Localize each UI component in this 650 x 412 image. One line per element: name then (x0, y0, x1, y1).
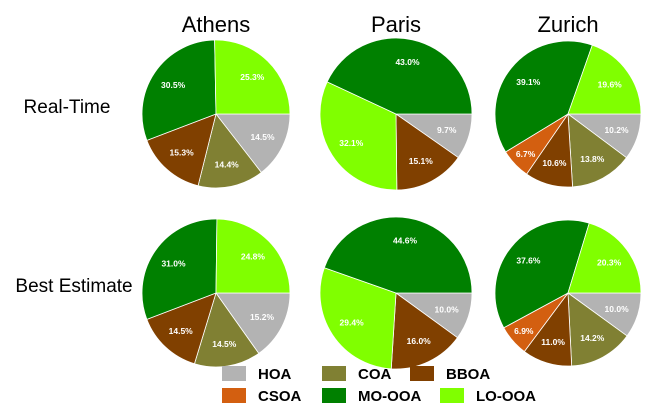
slice-label-mo-ooa: 37.6% (516, 256, 541, 266)
slice-bboa (146, 292, 217, 365)
slice-label-coa: 14.5% (212, 339, 237, 349)
slice-coa (567, 292, 628, 367)
legend: HOA COA BBOA CSOA MO-OOA LO-OOA (222, 366, 536, 405)
legend-swatch-csoa (222, 388, 246, 403)
slice-label-coa: 13.8% (580, 154, 605, 164)
column-title-athens: Athens (182, 12, 251, 37)
slice-label-mo-ooa: 43.0% (395, 57, 420, 67)
slice-coa (197, 113, 262, 189)
legend-item-csoa: CSOA (222, 388, 302, 405)
slice-label-coa: 14.4% (215, 160, 240, 170)
pies-group: 14.5% 14.4% 15.3% 30.5% 25.3% 9.7% 15.1% 32.1% 4… (141, 37, 642, 370)
slice-label-hoa: 15.2% (250, 312, 275, 322)
slice-mo-ooa (494, 40, 593, 153)
legend-item-mo-ooa: MO-OOA (322, 388, 421, 405)
slice-lo-ooa (214, 39, 291, 115)
slice-label-mo-ooa: 31.0% (161, 258, 186, 268)
slice-label-hoa: 10.0% (605, 304, 630, 314)
legend-label-bboa: BBOA (446, 366, 490, 383)
slice-bboa (146, 113, 217, 187)
slice-label-bboa: 15.3% (170, 148, 195, 158)
slice-label-hoa: 14.5% (250, 132, 275, 142)
slice-label-mo-ooa: 30.5% (161, 80, 186, 90)
slice-lo-ooa (215, 218, 291, 294)
slice-coa (567, 113, 628, 188)
slice-mo-ooa (326, 37, 473, 115)
legend-swatch-mo-ooa (322, 388, 346, 403)
row-label-real-time: Real-Time (24, 97, 111, 118)
slice-hoa (215, 113, 291, 174)
slice-label-lo-ooa: 32.1% (339, 138, 364, 148)
slice-label-bboa: 10.6% (542, 158, 567, 168)
legend-swatch-lo-ooa (440, 388, 464, 403)
legend-label-hoa: HOA (258, 366, 292, 383)
slice-label-bboa: 11.0% (541, 337, 565, 347)
slice-label-csoa: 6.9% (514, 326, 534, 336)
slice-label-hoa: 9.7% (437, 125, 457, 135)
slice-label-bboa: 15.1% (409, 156, 434, 166)
legend-swatch-bboa (410, 366, 434, 381)
slice-label-lo-ooa: 24.8% (241, 252, 266, 262)
pie-real-time-zurich: 10.2% 13.8% 10.6% 6.7% 39.1% 19.6% (494, 40, 642, 188)
pie-best-estimate-athens: 15.2% 14.5% 14.5% 31.0% 24.8% (141, 218, 291, 368)
pie-real-time-paris: 9.7% 15.1% 32.1% 43.0% (319, 37, 473, 191)
column-title-zurich: Zurich (537, 12, 598, 37)
legend-label-csoa: CSOA (258, 388, 302, 405)
slice-label-coa: 14.2% (580, 333, 605, 343)
legend-item-hoa: HOA (222, 366, 292, 383)
slice-label-hoa: 10.0% (435, 304, 460, 314)
legend-item-bboa: BBOA (410, 366, 490, 383)
slice-mo-ooa (323, 216, 473, 294)
legend-swatch-hoa (222, 366, 246, 381)
slice-lo-ooa (319, 81, 398, 191)
slice-bboa (395, 113, 459, 191)
slice-label-mo-ooa: 39.1% (516, 77, 541, 87)
slice-label-bboa: 14.5% (169, 326, 194, 336)
legend-label-coa: COA (358, 366, 392, 383)
slice-label-lo-ooa: 19.6% (598, 80, 623, 90)
slice-hoa (215, 292, 291, 354)
legend-swatch-coa (322, 366, 346, 381)
column-title-paris: Paris (371, 12, 421, 37)
slice-label-csoa: 6.7% (516, 149, 536, 159)
slice-label-mo-ooa: 44.6% (393, 236, 418, 246)
slice-label-lo-ooa: 29.4% (340, 317, 365, 327)
pie-best-estimate-zurich: 10.0% 14.2% 11.0% 6.9% 37.6% 20.3% (494, 219, 642, 367)
slice-label-hoa: 10.2% (604, 125, 629, 135)
row-label-best-estimate: Best Estimate (15, 276, 132, 297)
slice-lo-ooa (319, 267, 397, 370)
slice-lo-ooa (567, 222, 642, 294)
slice-label-lo-ooa: 25.3% (240, 72, 265, 82)
pie-best-estimate-paris: 10.0% 16.0% 29.4% 44.6% (319, 216, 473, 370)
slice-mo-ooa (141, 39, 217, 141)
legend-item-lo-ooa: LO-OOA (440, 388, 536, 405)
slice-bboa (390, 292, 459, 370)
legend-item-coa: COA (322, 366, 392, 383)
slice-label-lo-ooa: 20.3% (597, 258, 622, 268)
slice-mo-ooa (141, 218, 218, 320)
legend-label-lo-ooa: LO-OOA (476, 388, 536, 405)
legend-label-mo-ooa: MO-OOA (358, 388, 421, 405)
slice-mo-ooa (494, 219, 590, 329)
slice-lo-ooa (567, 44, 642, 115)
pie-real-time-athens: 14.5% 14.4% 15.3% 30.5% 25.3% (141, 39, 291, 189)
slice-label-bboa: 16.0% (407, 336, 432, 346)
